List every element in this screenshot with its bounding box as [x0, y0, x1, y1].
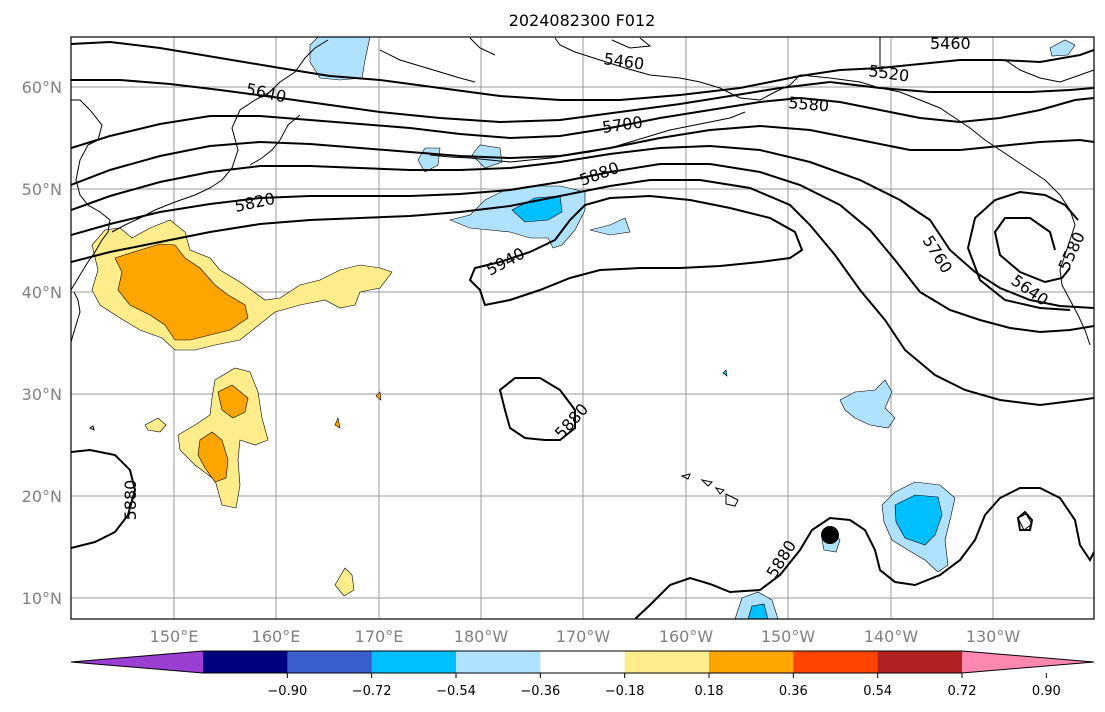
colorbar-tick-label: 0.36 [779, 684, 808, 699]
colorbar-outline [70, 650, 1095, 674]
lat-label: 20°N [22, 487, 62, 506]
colorbar-swatch [793, 651, 879, 673]
lon-label: 160°W [659, 627, 714, 646]
lon-label: 150°E [150, 627, 199, 646]
lon-label: 140°W [864, 627, 919, 646]
colorbar-tick-label: −0.90 [267, 684, 307, 699]
map-frame [70, 36, 1095, 620]
colorbar: −0.90 −0.72 −0.54 −0.36 −0.18 0.18 0.36 0.54 0.7… [70, 650, 1095, 699]
latitude-labels: 10°N 20°N 30°N 40°N 50°N 60°N [22, 78, 62, 608]
contour-label: 5880 [551, 400, 592, 443]
storm-marker [821, 526, 839, 544]
colorbar-tick-label: −0.72 [352, 684, 392, 699]
lon-label: 170°W [556, 627, 611, 646]
colorbar-tick-label: −0.18 [605, 684, 645, 699]
lon-label: 130°W [966, 627, 1021, 646]
figure-title: 2024082300 F012 [509, 11, 656, 30]
lon-label: 160°E [252, 627, 301, 646]
colorbar-extend-high [962, 651, 1094, 673]
lat-label: 60°N [22, 78, 62, 97]
colorbar-swatch [371, 651, 457, 673]
colorbar-tick-label: −0.54 [436, 684, 476, 699]
colorbar-swatch [287, 651, 373, 673]
contour-label: 5880 [121, 480, 140, 521]
lat-label: 50°N [22, 180, 62, 199]
colorbar-swatch [456, 651, 541, 673]
colorbar-tick-label: 0.18 [695, 684, 724, 699]
contour-label: 5880 [762, 537, 800, 582]
colorbar-swatch [877, 651, 963, 673]
lon-label: 180°W [454, 627, 509, 646]
positive-anomaly-shading [91, 219, 393, 597]
colorbar-swatch [540, 651, 626, 673]
lat-label: 30°N [22, 385, 62, 404]
contour-label: 5820 [233, 189, 277, 216]
contour-label: 5580 [1054, 229, 1088, 274]
map-area: 5640 5460 5460 5520 5580 5700 5820 5880 … [71, 34, 1094, 619]
colorbar-tick-label: −0.36 [520, 684, 560, 699]
lat-label: 10°N [22, 589, 62, 608]
contour-label: 5940 [483, 244, 528, 280]
contour-label: 5460 [930, 34, 971, 53]
colorbar-tick-label: 0.54 [863, 684, 892, 699]
colorbar-swatch [203, 651, 288, 673]
lat-label: 40°N [22, 283, 62, 302]
contour-label: 5460 [602, 49, 645, 73]
lon-label: 150°W [761, 627, 816, 646]
colorbar-tick-label: 0.72 [948, 684, 977, 699]
negative-anomaly-shading [309, 37, 1076, 619]
contour-label: 5760 [919, 232, 957, 277]
contour-label: 5700 [601, 112, 644, 136]
colorbar-swatch [709, 651, 794, 673]
colorbar-tick-label: 0.90 [1032, 684, 1061, 699]
colorbar-swatch [624, 651, 710, 673]
colorbar-extend-low [71, 651, 203, 673]
lon-label: 170°E [355, 627, 404, 646]
longitude-labels: 150°E 160°E 170°E 180°W 170°W 160°W 150°… [150, 627, 1021, 646]
contour-label: 5580 [788, 93, 830, 115]
height-contours [71, 40, 1094, 619]
